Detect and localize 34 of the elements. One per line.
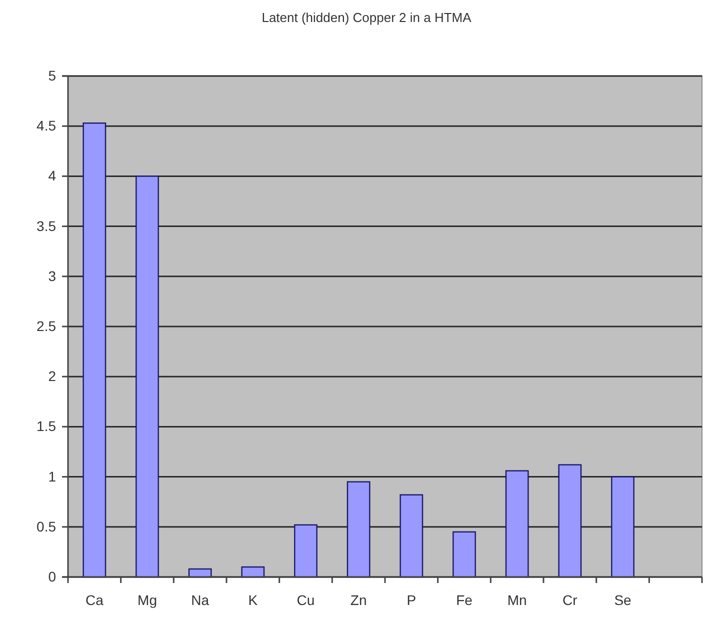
bar (505, 470, 529, 578)
y-tick-label: 4.5 (36, 118, 56, 134)
x-tick-label: Mn (507, 592, 527, 608)
x-tick-label: Na (191, 592, 210, 608)
y-tick-label: 5 (48, 67, 56, 84)
bar (452, 531, 476, 578)
x-tick-label: Se (614, 592, 632, 608)
x-tick-label: Cr (562, 592, 578, 608)
x-tick-label: K (248, 592, 258, 608)
y-tick-label: 1 (48, 468, 56, 484)
x-tick-label: Mg (138, 592, 157, 608)
chart-title: Latent (hidden) Copper 2 in a HTMA (262, 10, 472, 25)
x-tick-label: Ca (85, 592, 104, 608)
y-tick-label: 0.5 (36, 518, 56, 534)
bar (558, 464, 582, 578)
x-tick-label: Cu (296, 592, 315, 608)
bar (400, 494, 424, 578)
bar (346, 481, 370, 578)
y-tick-label: 4 (48, 168, 56, 184)
y-tick-label: 2.5 (36, 318, 56, 334)
bar (294, 524, 318, 578)
y-tick-label: 0 (48, 568, 56, 584)
bar (136, 176, 159, 578)
x-tick-label: P (406, 592, 416, 608)
bar (611, 476, 634, 578)
x-tick-label: Fe (456, 592, 473, 608)
y-tick-label: 3.5 (36, 218, 56, 234)
y-tick-label: 3 (48, 268, 56, 284)
bar (82, 122, 106, 578)
bar (241, 566, 265, 578)
x-tick-label: Zn (350, 592, 367, 608)
y-tick-label: 2 (48, 368, 56, 384)
y-tick-label: 1.5 (36, 418, 56, 434)
bar (188, 568, 212, 578)
